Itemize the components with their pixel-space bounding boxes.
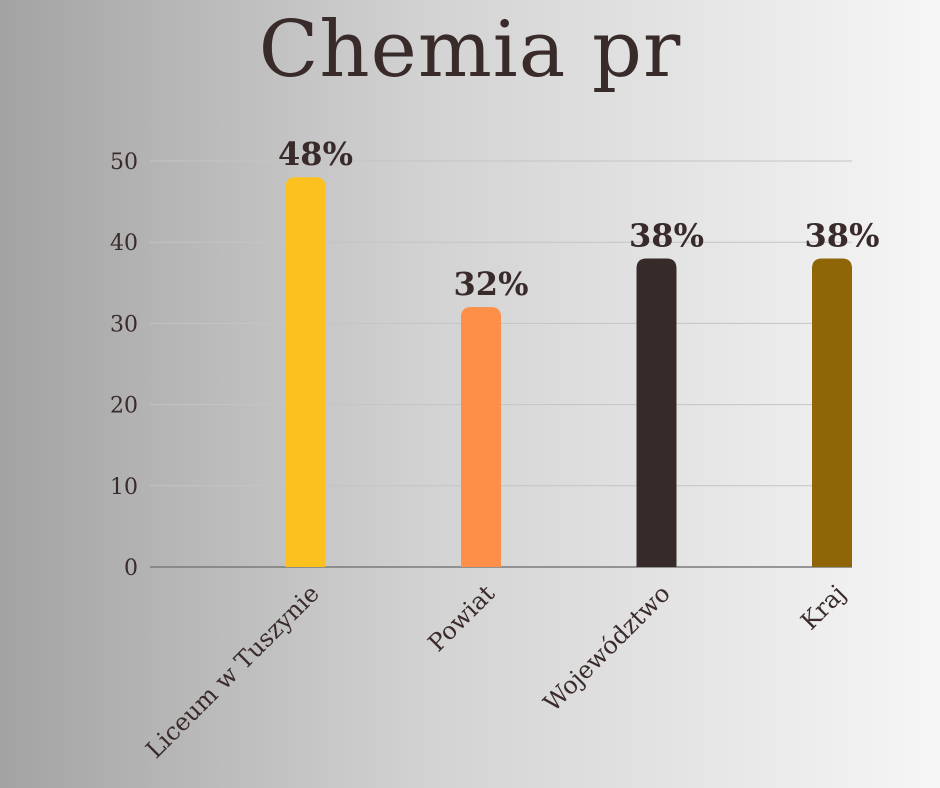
data-label: 48%	[278, 135, 353, 173]
y-tick-label: 30	[110, 312, 138, 337]
bar	[812, 258, 852, 567]
data-label: 38%	[629, 216, 704, 254]
data-label: 38%	[805, 216, 880, 254]
category-label: Kraj	[795, 579, 851, 635]
y-tick-label: 10	[110, 475, 138, 500]
chart-title: Chemia pr	[258, 5, 682, 95]
bar	[461, 307, 501, 567]
y-tick-label: 0	[124, 556, 138, 581]
category-label: Liceum w Tuszynie	[140, 579, 324, 763]
data-label: 32%	[454, 265, 529, 303]
y-tick-label: 20	[110, 394, 138, 419]
category-label: Powiat	[423, 579, 501, 657]
bar	[636, 258, 677, 567]
y-tick-label: 50	[110, 150, 138, 175]
bar	[285, 177, 326, 568]
y-tick-label: 40	[110, 231, 138, 256]
category-label: Województwo	[538, 579, 676, 717]
